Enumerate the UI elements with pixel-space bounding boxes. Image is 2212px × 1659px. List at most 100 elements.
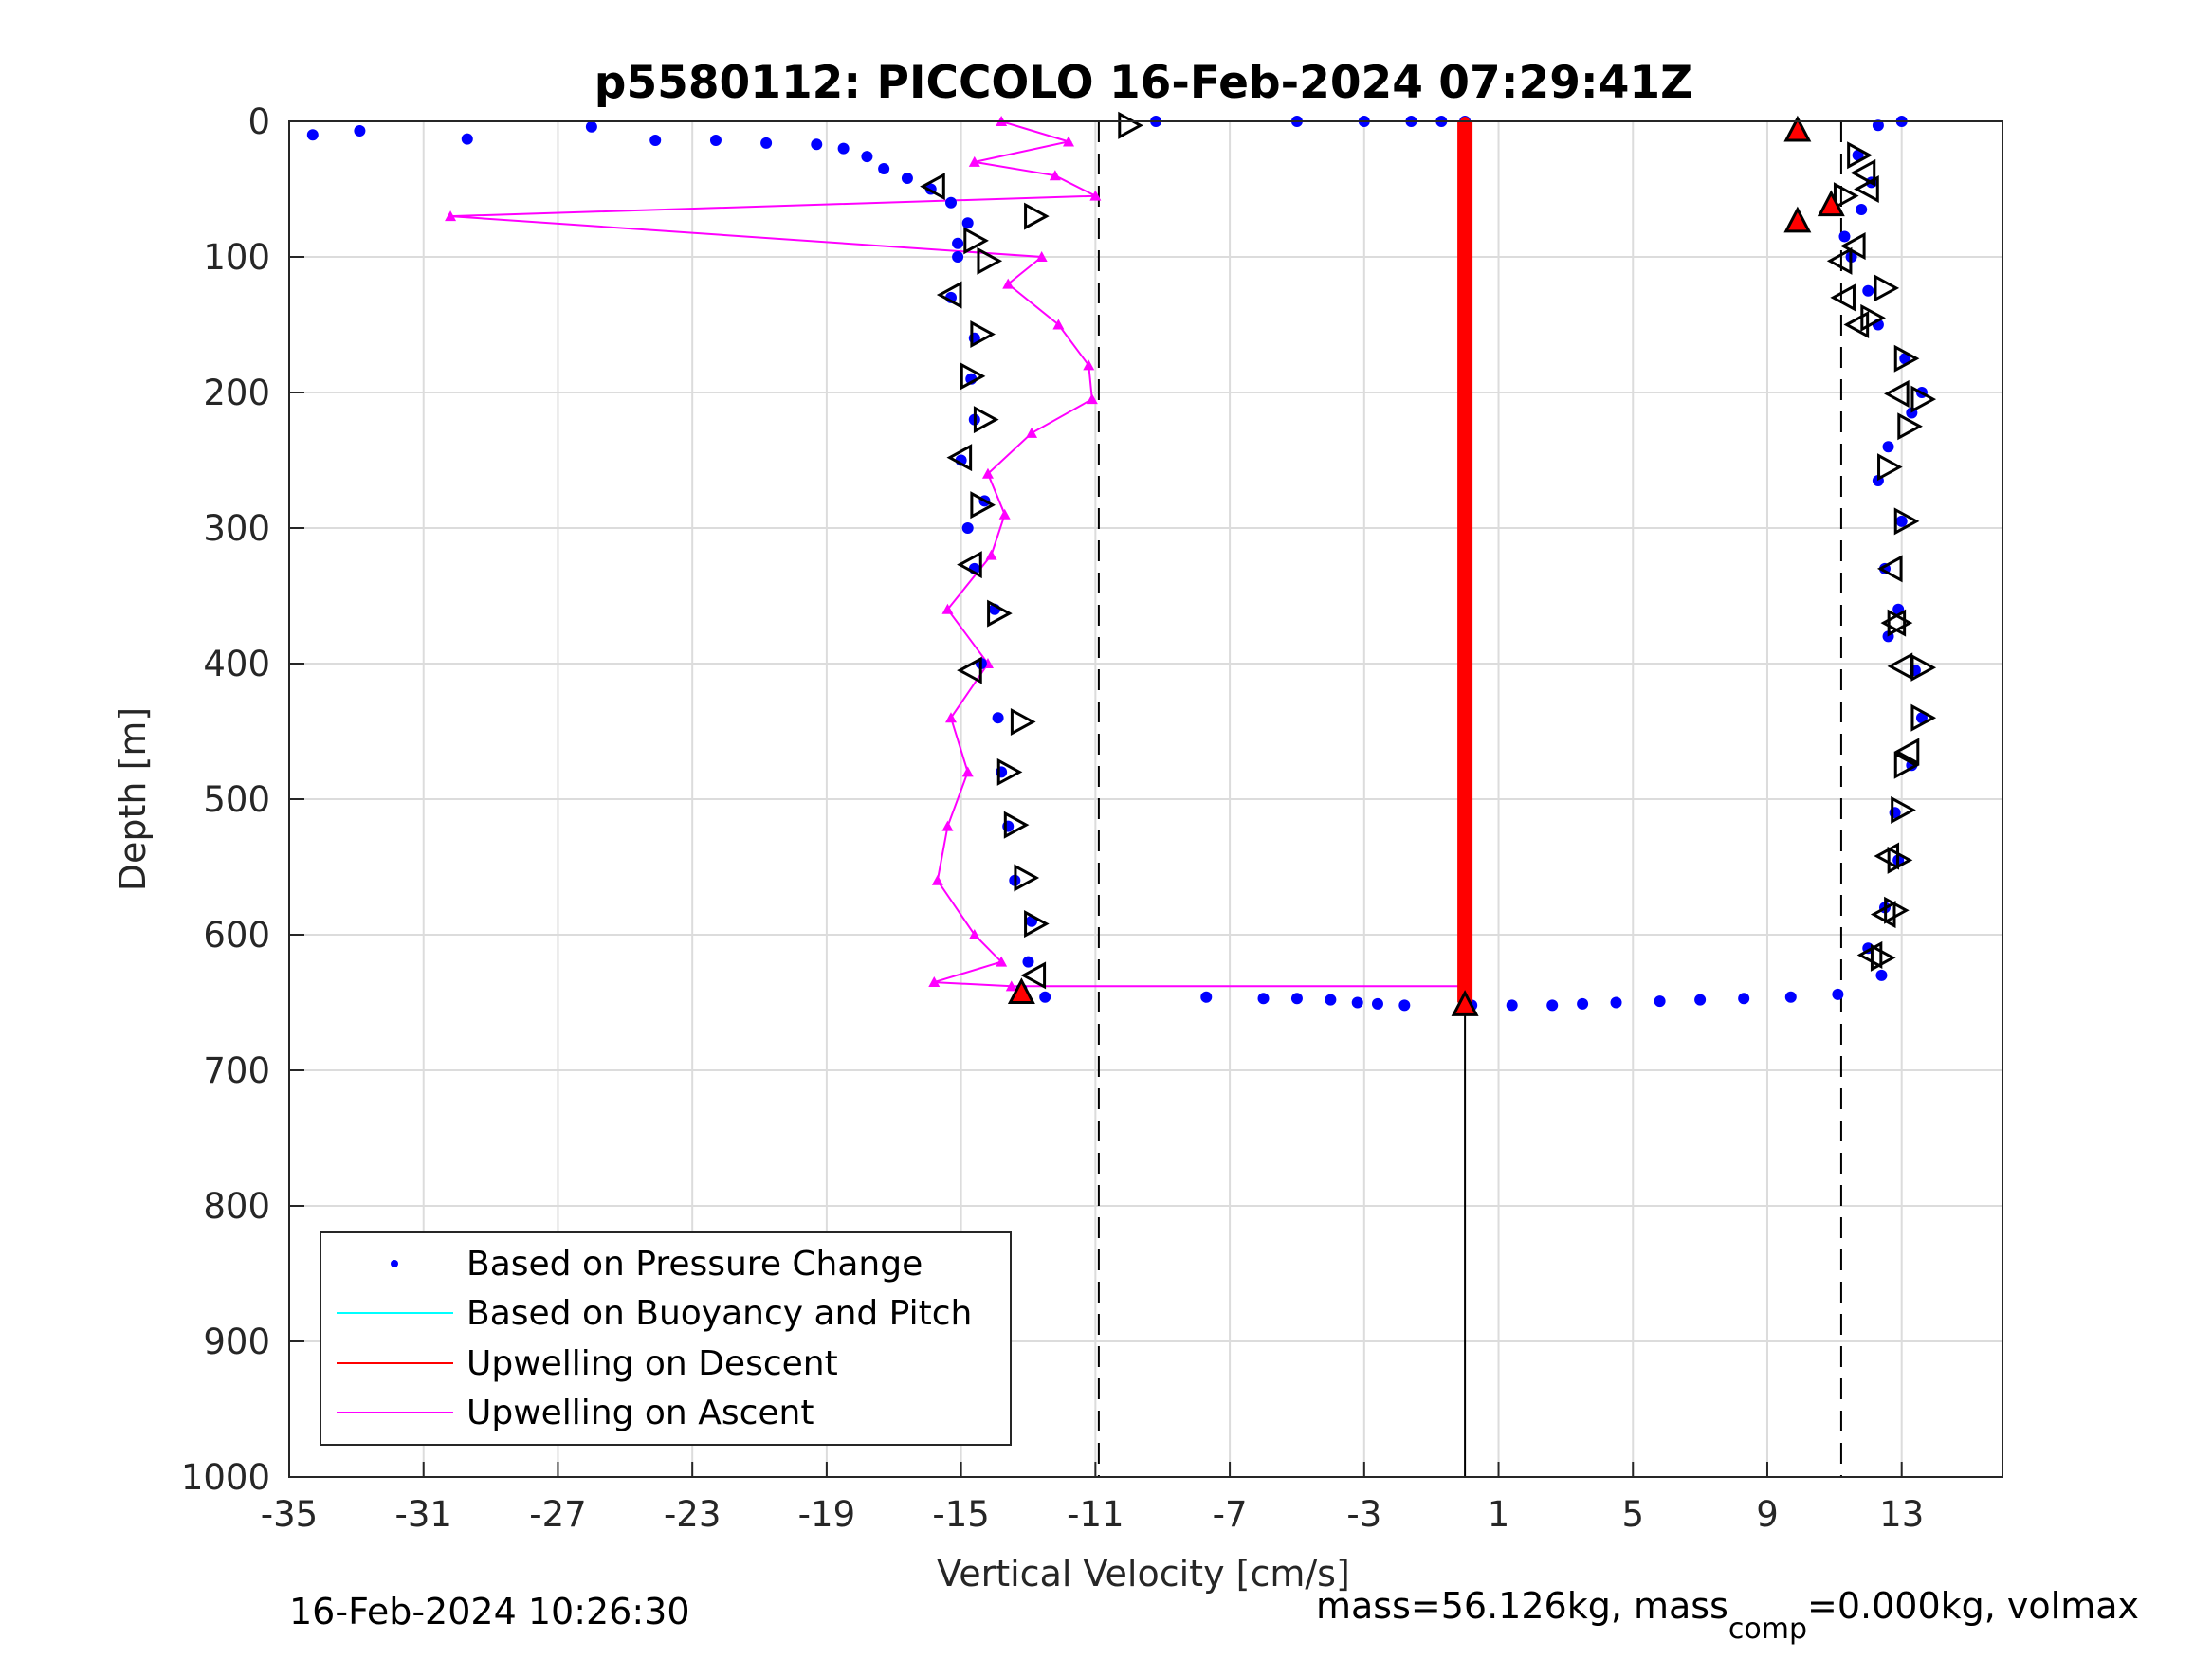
marker-triangle-left bbox=[1884, 379, 1910, 408]
upwelling-descent-point bbox=[1460, 252, 1471, 262]
marker-triangle-left bbox=[1020, 961, 1047, 990]
pressure-point bbox=[1738, 993, 1750, 1005]
marker-triangle-left bbox=[1887, 652, 1913, 681]
upwelling-descent-point bbox=[1460, 930, 1471, 939]
upwelling-ascent-point bbox=[931, 874, 943, 885]
marker-triangle-left bbox=[1893, 738, 1920, 766]
upwelling-ascent-point bbox=[998, 508, 1011, 520]
marker-triangle-right bbox=[977, 246, 1003, 275]
y-axis-ticks: 0 100 200 300 400 500 600 700 800 900 1000 bbox=[181, 101, 304, 1498]
marker-triangle-right bbox=[1847, 141, 1873, 170]
chart-title: p5580112: PICCOLO 16-Feb-2024 07:29:41Z bbox=[594, 57, 1692, 109]
pressure-point bbox=[1694, 994, 1707, 1006]
upwelling-ascent-point bbox=[968, 929, 980, 939]
pressure-point bbox=[1862, 284, 1874, 297]
marker-triangle-left bbox=[1856, 940, 1883, 969]
y-axis-label: Depth [m] bbox=[112, 707, 154, 892]
marker-triangle-right bbox=[987, 599, 1013, 628]
upwelling-ascent-point bbox=[1063, 136, 1075, 147]
upwelling-ascent-point bbox=[961, 766, 974, 777]
y-tick-label: 500 bbox=[203, 779, 270, 820]
pressure-point bbox=[878, 163, 890, 175]
pressure-point bbox=[961, 522, 974, 534]
y-tick-label: 700 bbox=[203, 1050, 270, 1091]
pressure-point bbox=[952, 237, 964, 249]
upwelling-ascent-point bbox=[941, 603, 954, 614]
grid bbox=[288, 120, 2002, 1478]
upwelling-ascent-point bbox=[1049, 170, 1061, 181]
marker-triangle-left bbox=[1830, 283, 1856, 312]
x-tick-label: 5 bbox=[1621, 1494, 1644, 1535]
x-tick-label: 1 bbox=[1488, 1494, 1510, 1535]
marker-triangle-right bbox=[1897, 412, 1923, 441]
upwelling-descent-point bbox=[1460, 659, 1471, 668]
pressure-point bbox=[1872, 119, 1884, 132]
upwelling-descent-point bbox=[1460, 794, 1471, 804]
marker-triangle-left bbox=[1876, 555, 1903, 583]
pressure-point bbox=[944, 196, 957, 209]
marker-triangle-left bbox=[1843, 310, 1870, 339]
marker-triangle-right bbox=[1877, 453, 1903, 482]
pressure-point bbox=[760, 137, 773, 149]
marker-triangle-right bbox=[1910, 703, 1937, 732]
marker-triangle-left bbox=[1839, 232, 1866, 261]
upwelling-ascent-point bbox=[445, 210, 457, 222]
x-tick-label: -11 bbox=[1067, 1494, 1124, 1535]
marker-triangle-up bbox=[1783, 206, 1812, 233]
marker-triangle-right bbox=[1118, 111, 1143, 139]
marker-triangle-left bbox=[1854, 174, 1879, 204]
upwelling-ascent-point bbox=[1052, 319, 1065, 330]
footer-mass-text: mass=56.126kg, mass bbox=[1316, 1585, 1728, 1627]
pressure-point bbox=[585, 120, 597, 133]
marker-triangle-right bbox=[970, 319, 996, 349]
y-tick-label: 900 bbox=[203, 1322, 270, 1362]
y-tick-label: 0 bbox=[247, 101, 270, 142]
upwelling-ascent-point bbox=[1086, 393, 1098, 405]
marker-triangle-left bbox=[957, 656, 982, 684]
marker-triangle-up bbox=[1817, 190, 1845, 217]
marker-triangle-up bbox=[1007, 977, 1035, 1004]
marker-triangle-left bbox=[946, 444, 973, 472]
marker-triangle-left bbox=[1870, 901, 1896, 929]
pressure-point bbox=[1325, 994, 1337, 1006]
upwelling-ascent-point bbox=[1035, 251, 1048, 262]
legend-box bbox=[320, 1231, 1012, 1446]
pressure-point bbox=[901, 173, 913, 185]
pressure-point bbox=[1506, 999, 1518, 1012]
pressure-point bbox=[1577, 997, 1589, 1010]
marker-triangle-right bbox=[1874, 274, 1900, 302]
marker-triangle-right bbox=[960, 362, 986, 391]
y-tick-label: 300 bbox=[203, 508, 270, 549]
upwelling-ascent-point bbox=[1005, 980, 1017, 992]
footer-mass-subscript: comp bbox=[1728, 1613, 1807, 1646]
y-tick-label: 200 bbox=[203, 373, 270, 413]
pressure-point bbox=[1875, 969, 1888, 981]
pressure-point bbox=[1832, 988, 1844, 1000]
upwelling-ascent-point bbox=[1026, 427, 1038, 438]
footer-timestamp: 16-Feb-2024 10:26:30 bbox=[289, 1591, 690, 1632]
upwelling-ascent-point bbox=[1083, 359, 1095, 371]
marker-triangle-right bbox=[1893, 344, 1920, 373]
legend-marker-pressure bbox=[391, 1260, 398, 1267]
legend-label-upwelling-ascent: Upwelling on Ascent bbox=[466, 1394, 814, 1432]
marker-triangle-right bbox=[1884, 896, 1910, 924]
pressure-point bbox=[811, 138, 823, 151]
marker-triangle-up bbox=[1783, 115, 1812, 142]
marker-triangle-left bbox=[1826, 246, 1853, 275]
pressure-point bbox=[1882, 441, 1894, 453]
marker-triangle-right bbox=[963, 227, 989, 255]
marker-triangle-left bbox=[957, 551, 982, 579]
pressure-point bbox=[1039, 991, 1051, 1003]
pressure-point bbox=[1546, 999, 1559, 1012]
upwelling-ascent-line bbox=[450, 120, 1466, 988]
pressure-point bbox=[709, 135, 722, 147]
pressure-point bbox=[861, 151, 873, 163]
marker-triangle-up bbox=[1451, 990, 1479, 1016]
pressure-point bbox=[1257, 993, 1270, 1005]
pressure-point bbox=[992, 712, 1004, 724]
footer-mass-info: mass=56.126kg, masscomp=0.000kg, volmax bbox=[1316, 1585, 2139, 1646]
upwelling-ascent-point bbox=[1089, 190, 1102, 201]
pressure-point bbox=[1895, 515, 1908, 527]
pressure-point bbox=[354, 125, 366, 137]
